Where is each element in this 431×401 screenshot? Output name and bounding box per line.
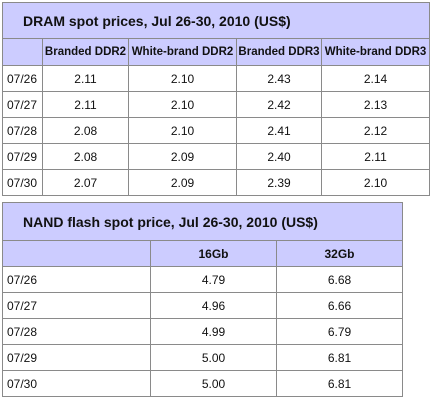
price-cell: 2.09 xyxy=(128,169,237,196)
price-cell: 2.07 xyxy=(42,169,129,196)
price-cell: 2.39 xyxy=(236,169,322,196)
dram-header-whitebrand-ddr2: White-brand DDR2 xyxy=(128,38,237,66)
table-row: 07/28 4.99 6.79 xyxy=(2,318,404,345)
price-cell: 2.10 xyxy=(128,91,237,118)
nand-table-title: NAND flash spot price, Jul 26-30, 2010 (… xyxy=(1,202,404,241)
price-cell: 2.41 xyxy=(236,117,322,144)
price-cell: 2.10 xyxy=(128,117,237,144)
price-cell: 2.08 xyxy=(42,117,129,144)
table-row: 07/26 4.79 6.68 xyxy=(2,266,404,293)
price-cell: 2.10 xyxy=(320,169,431,196)
row-date: 07/27 xyxy=(2,292,151,319)
dram-header-whitebrand-ddr3: White-brand DDR3 xyxy=(320,38,431,66)
nand-header-corner xyxy=(2,240,151,267)
row-date: 07/28 xyxy=(2,117,43,144)
nand-price-table: NAND flash spot price, Jul 26-30, 2010 (… xyxy=(1,202,404,397)
nand-header-row: 16Gb 32Gb xyxy=(2,240,404,267)
table-row: 07/27 4.96 6.66 xyxy=(2,292,404,319)
price-cell: 2.12 xyxy=(320,117,431,144)
dram-price-table: DRAM spot prices, Jul 26-30, 2010 (US$) … xyxy=(1,2,431,196)
price-cell: 6.79 xyxy=(275,318,404,345)
price-cell: 5.00 xyxy=(150,344,277,371)
price-cell: 2.11 xyxy=(42,91,129,118)
price-cell: 2.43 xyxy=(236,65,322,92)
row-date: 07/27 xyxy=(2,91,43,118)
row-date: 07/29 xyxy=(2,143,43,170)
dram-header-branded-ddr2: Branded DDR2 xyxy=(42,38,129,66)
table-row: 07/27 2.11 2.10 2.42 2.13 xyxy=(2,91,431,118)
price-cell: 6.81 xyxy=(275,370,404,397)
table-row: 07/30 2.07 2.09 2.39 2.10 xyxy=(2,169,431,196)
price-cell: 6.81 xyxy=(275,344,404,371)
price-cell: 2.13 xyxy=(320,91,431,118)
row-date: 07/26 xyxy=(2,65,43,92)
price-cell: 2.40 xyxy=(236,143,322,170)
nand-header-32gb: 32Gb xyxy=(275,240,404,267)
price-cell: 2.10 xyxy=(128,65,237,92)
dram-table-title: DRAM spot prices, Jul 26-30, 2010 (US$) xyxy=(1,2,431,39)
row-date: 07/28 xyxy=(2,318,151,345)
price-cell: 2.09 xyxy=(128,143,237,170)
price-cell: 2.42 xyxy=(236,91,322,118)
table-row: 07/29 5.00 6.81 xyxy=(2,344,404,371)
nand-header-16gb: 16Gb xyxy=(150,240,277,267)
price-cell: 5.00 xyxy=(150,370,277,397)
row-date: 07/29 xyxy=(2,344,151,371)
row-date: 07/26 xyxy=(2,266,151,293)
row-date: 07/30 xyxy=(2,169,43,196)
table-row: 07/30 5.00 6.81 xyxy=(2,370,404,397)
row-date: 07/30 xyxy=(2,370,151,397)
price-cell: 2.14 xyxy=(320,65,431,92)
price-cell: 4.96 xyxy=(150,292,277,319)
price-cell: 2.11 xyxy=(42,65,129,92)
dram-header-corner xyxy=(2,38,43,66)
table-row: 07/28 2.08 2.10 2.41 2.12 xyxy=(2,117,431,144)
price-cell: 2.11 xyxy=(320,143,431,170)
table-row: 07/29 2.08 2.09 2.40 2.11 xyxy=(2,143,431,170)
price-cell: 4.79 xyxy=(150,266,277,293)
dram-header-row: Branded DDR2 White-brand DDR2 Branded DD… xyxy=(2,38,431,66)
price-cell: 6.68 xyxy=(275,266,404,293)
dram-header-branded-ddr3: Branded DDR3 xyxy=(236,38,322,66)
price-cell: 2.08 xyxy=(42,143,129,170)
price-cell: 6.66 xyxy=(275,292,404,319)
table-row: 07/26 2.11 2.10 2.43 2.14 xyxy=(2,65,431,92)
price-cell: 4.99 xyxy=(150,318,277,345)
